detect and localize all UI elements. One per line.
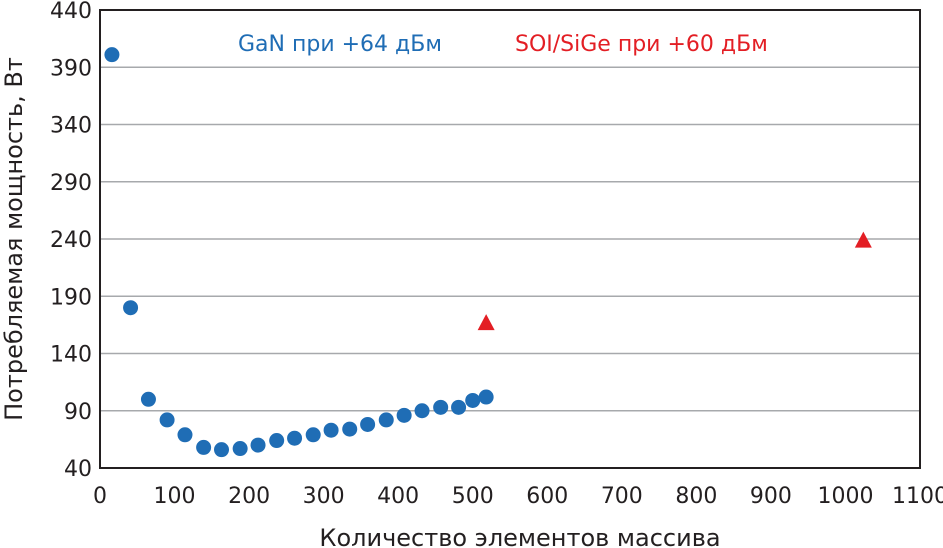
gan-data-point: [451, 399, 467, 415]
gan-data-point: [104, 47, 120, 63]
legend-soi-sige: SOI/SiGe при +60 дБм: [515, 32, 768, 57]
gan-data-point: [269, 433, 285, 449]
gan-data-point: [177, 427, 193, 443]
gan-data-point: [465, 392, 481, 408]
x-tick-label: 0: [93, 484, 107, 509]
gan-data-point: [433, 399, 449, 415]
gan-data-point: [214, 442, 230, 458]
gan-data-point: [250, 437, 266, 453]
gridlines: [100, 66, 920, 412]
gan-data-point: [140, 391, 156, 407]
soi-sige-data-point: [854, 231, 872, 248]
y-tick-label: 390: [50, 56, 92, 81]
gan-data-point: [342, 421, 358, 437]
x-tick-label: 1000: [817, 484, 873, 509]
x-tick-label: 300: [303, 484, 345, 509]
gan-data-point: [196, 439, 212, 455]
gan-data-point: [360, 416, 376, 432]
gan-data-point: [159, 412, 175, 428]
y-tick-label: 440: [50, 0, 92, 24]
plot-area: [99, 9, 921, 469]
x-tick-label: 400: [377, 484, 419, 509]
gan-data-point: [378, 412, 394, 428]
x-tick-label: 1100: [892, 484, 943, 509]
y-tick-label: 190: [50, 285, 92, 310]
x-axis-label: Количество элементов массива: [319, 524, 720, 548]
gan-data-point: [305, 427, 321, 443]
data-points: [104, 47, 872, 458]
y-tick-label: 340: [50, 114, 92, 139]
y-axis-ticks: 40 90 140 190 240 290 340 390 440: [50, 0, 92, 482]
x-tick-label: 500: [452, 484, 494, 509]
x-tick-label: 700: [601, 484, 643, 509]
gan-data-point: [287, 430, 303, 446]
y-tick-label: 240: [50, 228, 92, 253]
gan-data-point: [414, 403, 430, 419]
gan-data-point: [123, 300, 139, 316]
gan-data-point: [232, 441, 248, 457]
x-tick-label: 100: [154, 484, 196, 509]
y-axis-label: Потребляемая мощность, Вт: [0, 57, 28, 421]
gan-data-point: [478, 389, 494, 405]
legend-gan: GaN при +64 дБм: [238, 32, 442, 57]
x-tick-label: 800: [675, 484, 717, 509]
gan-data-point: [323, 422, 339, 438]
y-tick-label: 290: [50, 171, 92, 196]
gan-data-point: [396, 407, 412, 423]
y-tick-label: 90: [64, 400, 92, 425]
soi-sige-data-point: [477, 314, 495, 331]
y-tick-label: 140: [50, 343, 92, 368]
x-axis-ticks: 0 100 200 300 400 500 600 700 800 900 1000 1100: [93, 484, 943, 509]
y-tick-label: 40: [64, 457, 92, 482]
x-tick-label: 200: [228, 484, 270, 509]
x-tick-label: 900: [750, 484, 792, 509]
x-tick-label: 600: [526, 484, 568, 509]
